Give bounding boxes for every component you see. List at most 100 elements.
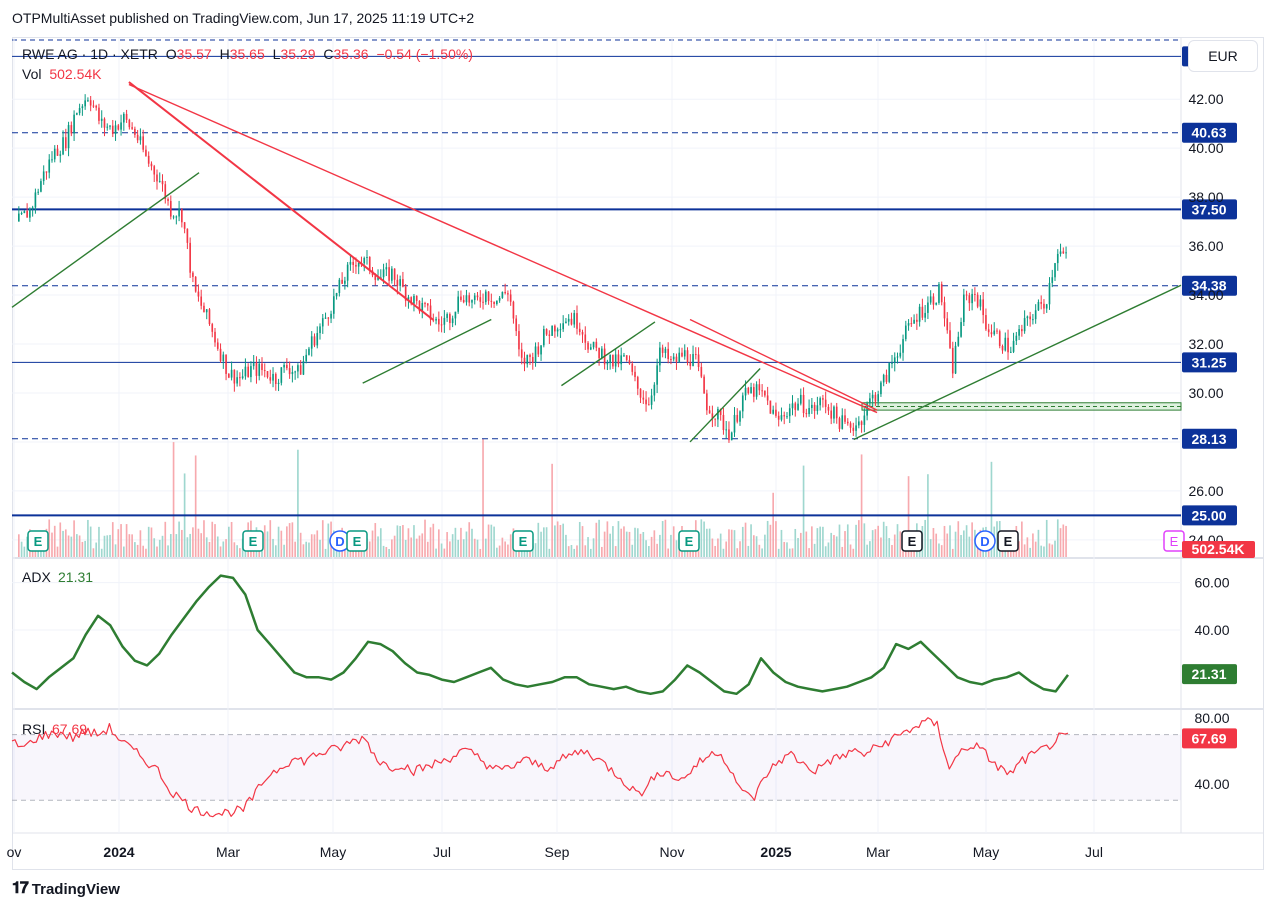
candle-body — [109, 125, 111, 127]
volume-bar — [288, 523, 291, 557]
volume-bar — [971, 522, 973, 557]
tradingview-footer[interactable]: 𝟏𝟕 TradingView — [12, 880, 120, 898]
volume-bar — [263, 525, 266, 557]
candle-body — [888, 363, 891, 382]
symbol-name[interactable]: RWE AG · 1D · XETR — [22, 46, 158, 62]
candle-body — [399, 279, 401, 286]
earnings-marker[interactable]: E — [678, 530, 700, 552]
earnings-marker[interactable]: E — [242, 530, 264, 552]
candle-body — [686, 350, 689, 363]
volume-bar — [274, 545, 277, 557]
close-label: C — [323, 46, 334, 62]
candle-body — [51, 159, 53, 161]
volume-bar — [87, 519, 89, 557]
candle-body — [222, 354, 225, 361]
candle-body — [576, 313, 578, 329]
volume-bar — [700, 519, 703, 557]
volume-bar — [438, 529, 440, 557]
volume-bar — [216, 536, 219, 557]
candle-body — [20, 212, 23, 214]
candle-body — [473, 295, 476, 301]
volume-bar — [730, 529, 733, 557]
price-level-label: 37.50 — [1191, 201, 1226, 217]
event-marker-label: E — [34, 534, 43, 549]
volume-bar — [377, 536, 379, 557]
candle-body — [34, 192, 37, 208]
volume-bar — [531, 545, 534, 557]
price-axis-label: 30.00 — [1188, 385, 1223, 401]
candle-body — [374, 275, 377, 280]
earnings-marker[interactable]: E — [997, 530, 1019, 552]
volume-bar — [64, 529, 67, 557]
volume-bar — [415, 538, 418, 557]
volume-bar — [794, 528, 797, 557]
volume-bar — [736, 548, 739, 557]
price-axis-label: 26.00 — [1188, 483, 1223, 499]
candle-body — [449, 314, 451, 324]
volume-bar — [214, 524, 216, 557]
candle-body — [150, 163, 153, 167]
candle-body — [634, 371, 636, 378]
dividend-marker[interactable]: D — [974, 530, 996, 552]
candle-body — [601, 348, 603, 359]
candle-body — [744, 387, 747, 396]
earnings-marker[interactable]: E — [512, 530, 534, 552]
volume-bar — [272, 538, 274, 557]
volume-bar — [949, 525, 951, 557]
earnings-marker[interactable]: E — [901, 530, 923, 552]
volume-bar — [393, 535, 396, 557]
candle-body — [310, 336, 313, 349]
volume-bar — [788, 548, 791, 557]
volume-bar — [1045, 519, 1048, 557]
volume-bar — [56, 546, 59, 557]
volume-label: Vol — [22, 66, 42, 82]
candle-body — [37, 191, 39, 193]
candle-body — [283, 364, 285, 368]
candle-body — [120, 122, 122, 130]
price-level-label: 28.13 — [1191, 431, 1226, 447]
volume-bar — [413, 525, 415, 557]
candle-body — [26, 211, 28, 218]
volume-bar — [885, 526, 888, 557]
volume-bar — [385, 546, 388, 557]
candle-body — [974, 293, 976, 295]
candle-body — [733, 414, 736, 433]
volume-bar — [1034, 541, 1037, 557]
earnings-marker[interactable]: E — [27, 530, 49, 552]
volume-bar — [797, 537, 799, 557]
volume-bar — [139, 530, 142, 557]
candle-body — [694, 354, 697, 356]
volume-bar — [222, 541, 225, 557]
candle-body — [526, 354, 529, 365]
candle-body — [319, 326, 321, 334]
earnings-icon — [242, 530, 264, 552]
candle-body — [136, 134, 139, 141]
volume-bar — [402, 525, 404, 557]
candle-body — [866, 403, 868, 416]
volume-bar — [938, 543, 940, 557]
volume-bar — [672, 526, 675, 557]
candle-body — [893, 357, 896, 363]
earnings-marker[interactable]: E — [346, 530, 368, 552]
candle-body — [89, 100, 92, 106]
candle-body — [164, 184, 167, 200]
volume-bar — [943, 525, 946, 557]
volume-bar — [554, 525, 556, 557]
price-level-badge — [1182, 122, 1237, 143]
candle-body — [308, 348, 310, 355]
volume-bar — [780, 529, 783, 557]
volume-bar — [181, 529, 183, 557]
volume-bar — [733, 530, 736, 557]
currency-button[interactable]: EUR — [1188, 40, 1258, 72]
candle-body — [830, 410, 833, 419]
candle-body — [203, 305, 205, 313]
volume-bar — [476, 539, 479, 557]
volume-bar — [114, 544, 117, 557]
candle-body — [53, 148, 56, 160]
candle-body — [269, 377, 272, 381]
volume-bar — [92, 548, 95, 557]
volume-bar — [990, 461, 993, 557]
volume-bar — [280, 530, 283, 557]
volume-bar — [460, 527, 462, 557]
